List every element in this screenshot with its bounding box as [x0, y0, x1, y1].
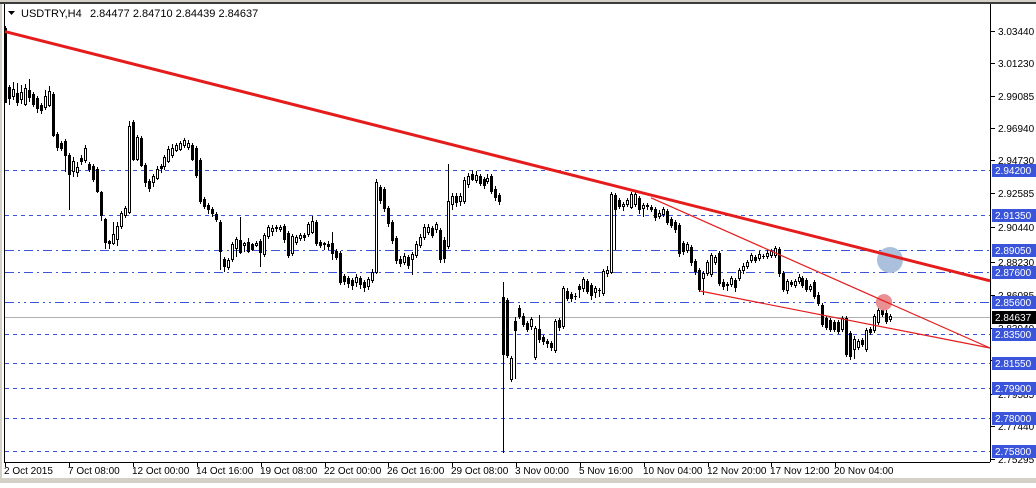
- svg-text:2 Oct 2015: 2 Oct 2015: [4, 466, 53, 477]
- svg-text:2.75800: 2.75800: [995, 447, 1032, 458]
- svg-text:2.91350: 2.91350: [995, 211, 1032, 222]
- svg-text:2.99085: 2.99085: [998, 92, 1035, 103]
- svg-text:2.96940: 2.96940: [998, 124, 1035, 135]
- svg-text:2.84477 2.84710 2.84439 2.8463: 2.84477 2.84710 2.84439 2.84637: [90, 8, 258, 20]
- svg-text:2.81550: 2.81550: [995, 359, 1032, 370]
- svg-text:2.85600: 2.85600: [995, 298, 1032, 309]
- svg-text:2.79900: 2.79900: [995, 384, 1032, 395]
- svg-text:12 Oct 00:00: 12 Oct 00:00: [132, 466, 190, 477]
- svg-text:19 Oct 08:00: 19 Oct 08:00: [260, 466, 318, 477]
- svg-text:12 Nov 20:00: 12 Nov 20:00: [707, 466, 767, 477]
- svg-text:22 Oct 00:00: 22 Oct 00:00: [324, 466, 382, 477]
- svg-text:2.94730: 2.94730: [998, 156, 1035, 167]
- svg-text:3.01230: 3.01230: [998, 59, 1035, 70]
- svg-text:3.03440: 3.03440: [998, 27, 1035, 38]
- svg-text:2.79585: 2.79585: [998, 390, 1035, 401]
- svg-text:14 Oct 16:00: 14 Oct 16:00: [196, 466, 254, 477]
- svg-text:2.75295: 2.75295: [998, 455, 1035, 466]
- svg-text:2.88230: 2.88230: [998, 258, 1035, 269]
- svg-text:2.83500: 2.83500: [995, 330, 1032, 341]
- svg-text:20 Nov 04:00: 20 Nov 04:00: [834, 466, 894, 477]
- svg-text:USDTRY,H4: USDTRY,H4: [21, 8, 82, 20]
- svg-text:10 Nov 04:00: 10 Nov 04:00: [643, 466, 703, 477]
- svg-text:7 Oct 08:00: 7 Oct 08:00: [68, 466, 120, 477]
- svg-text:2.89050: 2.89050: [995, 246, 1032, 257]
- svg-text:2.78000: 2.78000: [995, 414, 1032, 425]
- svg-text:2.77440: 2.77440: [998, 422, 1035, 433]
- svg-text:2.92585: 2.92585: [998, 189, 1035, 200]
- svg-text:2.87600: 2.87600: [995, 268, 1032, 279]
- svg-text:2.84637: 2.84637: [995, 313, 1032, 324]
- svg-text:3 Nov 00:00: 3 Nov 00:00: [515, 466, 569, 477]
- svg-text:5 Nov 16:00: 5 Nov 16:00: [579, 466, 633, 477]
- svg-text:2.90440: 2.90440: [998, 223, 1035, 234]
- svg-text:2.94200: 2.94200: [995, 166, 1032, 177]
- svg-text:17 Nov 12:00: 17 Nov 12:00: [770, 466, 830, 477]
- svg-text:26 Oct 16:00: 26 Oct 16:00: [387, 466, 445, 477]
- svg-text:29 Oct 08:00: 29 Oct 08:00: [451, 466, 509, 477]
